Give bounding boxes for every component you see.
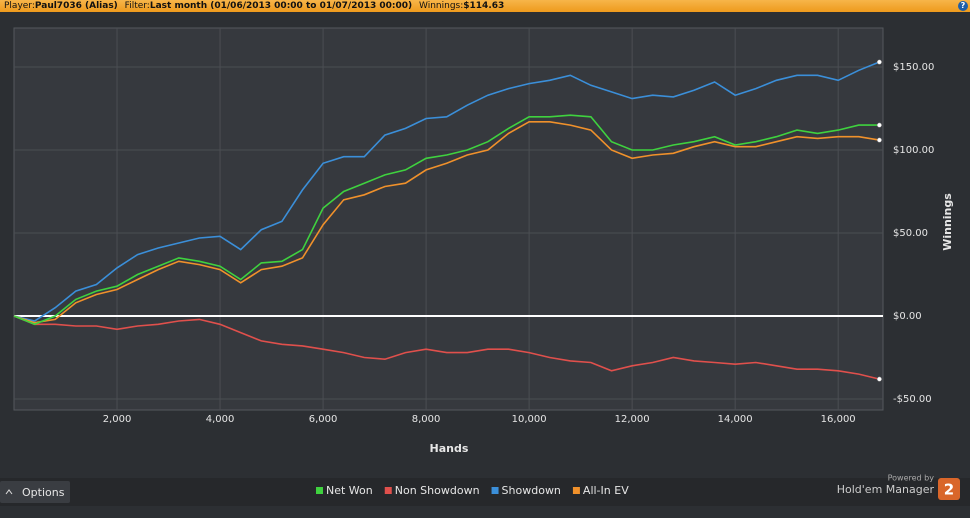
x-tick-label: 16,000 xyxy=(821,414,856,425)
x-tick-label: 14,000 xyxy=(718,414,753,425)
chart: Hands Winnings Options Powered by Hold'e… xyxy=(0,27,970,506)
y-tick-label: $50.00 xyxy=(893,228,928,239)
legend-label: Non Showdown xyxy=(395,484,480,497)
x-tick-label: 12,000 xyxy=(615,414,650,425)
series-line xyxy=(13,121,880,324)
legend-swatch xyxy=(491,487,499,494)
legend-label: Net Won xyxy=(326,484,373,497)
player-label: Player: xyxy=(4,1,35,11)
powered-by: Powered by xyxy=(888,474,935,483)
page: Player:Paul7036 (Alias) Filter:Last mont… xyxy=(0,0,970,503)
series-line xyxy=(13,61,880,322)
brand-logo xyxy=(938,478,960,500)
y-tick-label: $0.00 xyxy=(893,311,922,322)
brand-version: 2 xyxy=(944,481,954,499)
end-marker xyxy=(876,137,882,143)
header-bar: Player:Paul7036 (Alias) Filter:Last mont… xyxy=(0,0,970,12)
bottom-bar xyxy=(0,478,970,506)
end-marker xyxy=(876,122,882,128)
x-tick-label: 2,000 xyxy=(103,414,132,425)
x-axis-label: Hands xyxy=(430,442,469,455)
y-axis-label: Winnings xyxy=(941,193,954,251)
legend-label: Showdown xyxy=(502,484,561,497)
options-icon xyxy=(5,489,13,495)
filter: Last month (01/06/2013 00:00 to 01/07/20… xyxy=(149,1,413,11)
x-tick-label: 4,000 xyxy=(206,414,235,425)
series-line xyxy=(13,114,880,326)
options-button[interactable] xyxy=(0,481,70,503)
series-line xyxy=(13,315,880,380)
help-button[interactable]: ? xyxy=(958,1,968,11)
legend-swatch xyxy=(384,487,392,494)
x-tick-label: 6,000 xyxy=(309,414,338,425)
legend-label: All-In EV xyxy=(583,484,629,497)
legend-swatch xyxy=(572,487,580,494)
y-tick-label: $100.00 xyxy=(893,145,934,156)
end-marker xyxy=(876,59,882,65)
options-label: Options xyxy=(22,486,65,499)
winnings: $114.63 xyxy=(463,1,505,11)
y-tick-label: -$50.00 xyxy=(893,394,932,405)
plot-area xyxy=(13,27,884,411)
x-tick-label: 8,000 xyxy=(412,414,441,425)
winnings-label: Winnings: xyxy=(419,1,464,11)
filter-label: Filter: xyxy=(124,1,150,11)
brand: Hold'em Manager xyxy=(837,483,935,496)
x-tick-label: 10,000 xyxy=(512,414,547,425)
legend-swatch xyxy=(316,487,323,494)
y-tick-label: $150.00 xyxy=(893,62,934,73)
end-marker xyxy=(876,376,882,382)
player: Paul7036 (Alias) xyxy=(34,1,118,11)
